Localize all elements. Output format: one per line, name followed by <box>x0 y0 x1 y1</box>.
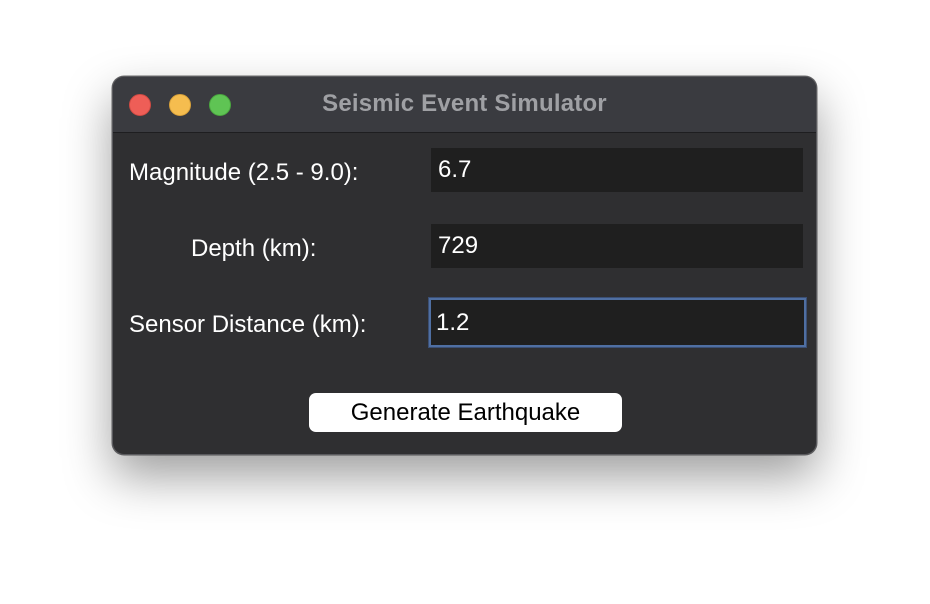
magnitude-input[interactable] <box>431 148 803 192</box>
close-window-button[interactable] <box>129 94 151 116</box>
window-title: Seismic Event Simulator <box>322 90 607 117</box>
depth-input[interactable] <box>431 224 803 268</box>
title-bar[interactable]: Seismic Event Simulator <box>113 77 816 133</box>
depth-label: Depth (km): <box>191 235 317 262</box>
sensor-distance-label: Sensor Distance (km): <box>129 311 367 338</box>
sensor-distance-input[interactable] <box>429 298 806 347</box>
generate-earthquake-button[interactable]: Generate Earthquake <box>309 393 622 432</box>
minimize-window-button[interactable] <box>169 94 191 116</box>
zoom-window-button[interactable] <box>209 94 231 116</box>
magnitude-label: Magnitude (2.5 - 9.0): <box>129 159 359 186</box>
app-window: Seismic Event Simulator Magnitude (2.5 -… <box>112 76 817 455</box>
